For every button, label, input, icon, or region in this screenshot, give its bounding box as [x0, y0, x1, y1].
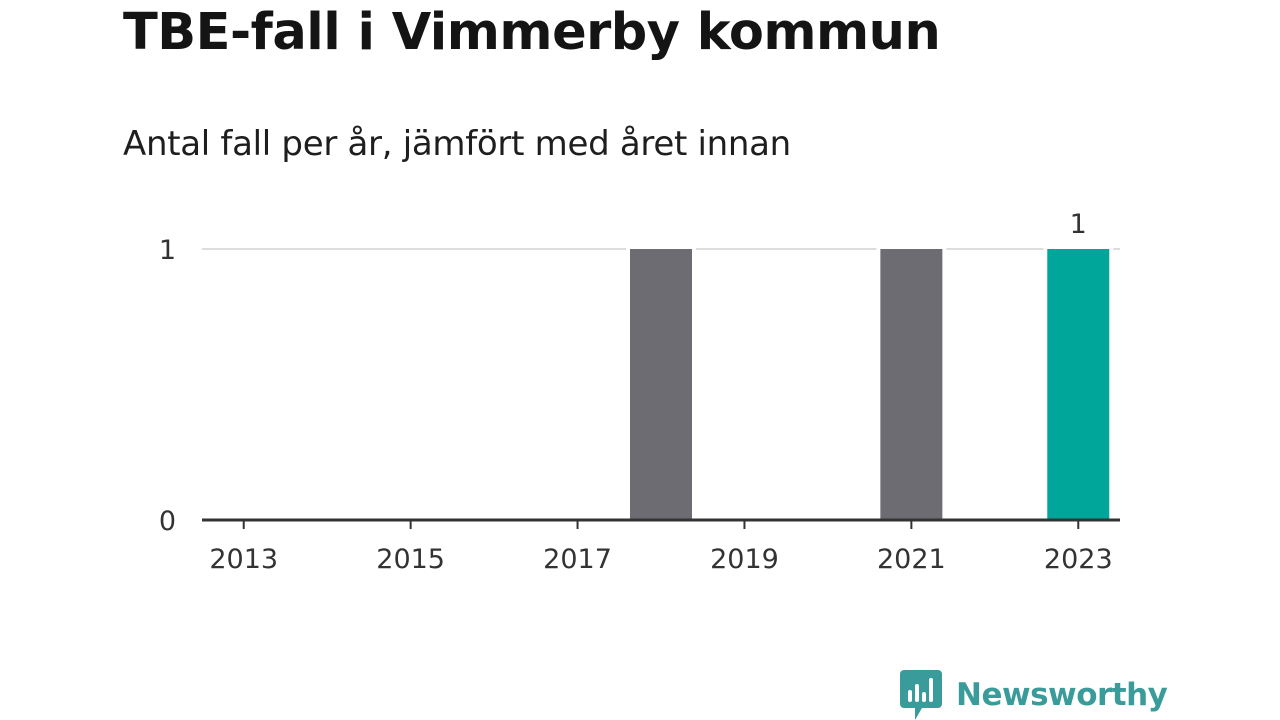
- bar-2021: [880, 249, 943, 520]
- x-tick-label: 2019: [710, 544, 779, 575]
- chart-title: TBE-fall i Vimmerby kommun: [123, 3, 941, 62]
- x-tick-label: 2013: [209, 544, 278, 575]
- x-tick-label: 2021: [877, 544, 946, 575]
- x-tick-label: 2015: [376, 544, 445, 575]
- chart-subtitle: Antal fall per år, jämfört med året inna…: [123, 124, 791, 164]
- bars: [626, 247, 1114, 520]
- data-label: 1: [1070, 209, 1087, 240]
- x-tick-label: 2023: [1044, 544, 1113, 575]
- brand-name: Newsworthy: [956, 677, 1168, 713]
- brand-logo: Newsworthy: [900, 670, 1168, 720]
- axes: [202, 518, 1120, 529]
- labels: 0 1 2013 2015 2017 2019 2021 2023 1: [159, 209, 1113, 575]
- x-tick-label: 2017: [543, 544, 612, 575]
- newsworthy-logo-icon: [900, 670, 942, 720]
- y-tick-label: 1: [159, 235, 176, 266]
- bar-2023: [1047, 249, 1110, 520]
- bar-2018: [630, 249, 692, 520]
- y-tick-label: 0: [159, 506, 176, 537]
